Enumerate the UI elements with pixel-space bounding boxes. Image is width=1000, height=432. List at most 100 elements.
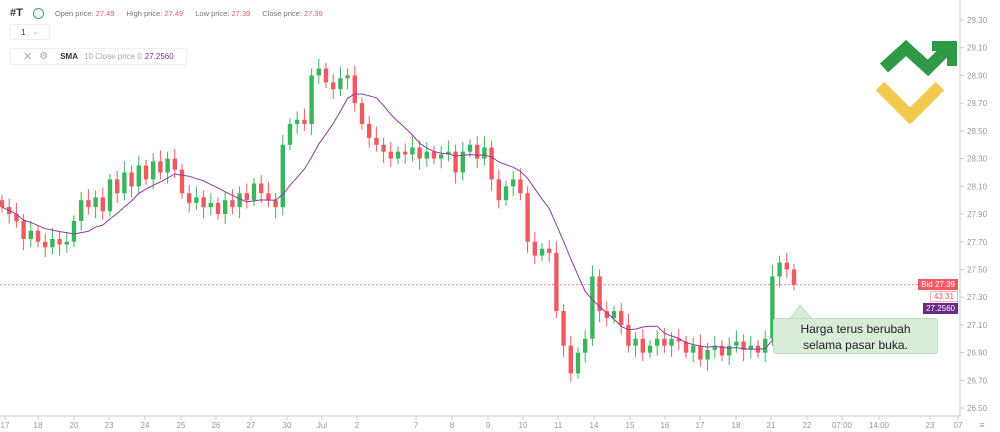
brand-logo — [875, 39, 957, 125]
candle-countdown-tag: 43:31 — [929, 291, 958, 302]
candle-body — [115, 179, 120, 194]
indicator-legend: ✕ ⚙ SMA 10 Close price 0 27.2560 — [10, 48, 187, 65]
candle-body — [734, 341, 739, 346]
y-tick-label: 28.10 — [967, 182, 988, 191]
candle-body — [331, 82, 336, 90]
candle-body — [633, 338, 638, 346]
candle-body — [698, 345, 703, 360]
candle-body — [352, 75, 357, 104]
y-tick-label: 27.30 — [967, 293, 988, 302]
scale-settings-icon[interactable]: ≡ — [979, 420, 984, 430]
candle-body — [323, 68, 329, 83]
candle-body — [676, 338, 681, 342]
candle-body — [503, 186, 509, 201]
candle-body — [784, 262, 789, 270]
candle-body — [583, 338, 588, 353]
y-tick-label: 27.50 — [967, 265, 988, 274]
indicator-name: SMA — [60, 52, 78, 61]
candle-body — [431, 151, 437, 159]
candle-body — [158, 161, 163, 173]
candle-body — [388, 151, 393, 159]
candle-body — [597, 276, 602, 312]
x-tick-label: 26 — [212, 421, 221, 430]
y-tick-label: 27.70 — [967, 238, 988, 247]
candle-body — [482, 147, 487, 159]
x-tick-label: 14:00 — [869, 421, 890, 430]
candle-body — [611, 311, 617, 318]
candle-body — [230, 200, 235, 208]
candle-body — [287, 123, 293, 145]
callout-line-2: selama pasar buka. — [803, 338, 908, 352]
high-value: 27.49 — [164, 8, 184, 18]
sma-value-tag: 27.2560 — [923, 303, 958, 314]
candle-body — [14, 214, 19, 221]
x-tick-label: 27 — [247, 421, 256, 430]
annotation-callout: Harga terus berubah selama pasar buka. — [773, 318, 938, 354]
x-tick-label: 23 — [926, 421, 935, 430]
candle-body — [712, 345, 717, 350]
candle-body — [100, 197, 105, 212]
candle-body — [316, 68, 321, 76]
candle-body — [172, 158, 177, 170]
y-tick-label: 28.50 — [967, 127, 988, 136]
candle-body — [539, 248, 545, 256]
timeframe-select[interactable]: 1 ⌄ — [10, 24, 50, 40]
high-label: High price: — [126, 8, 163, 18]
candle-body — [244, 193, 249, 201]
candle-body — [107, 179, 113, 212]
candle-body — [604, 311, 609, 318]
y-tick-label: 28.70 — [967, 99, 988, 108]
close-icon[interactable]: ✕ — [23, 51, 33, 63]
close-label: Close price: — [262, 8, 302, 18]
y-tick-label: 28.90 — [967, 71, 988, 80]
y-tick-label: 26.50 — [967, 404, 988, 413]
candle-body — [460, 151, 465, 173]
ohlc-header: #T Open price: 27.49 High price: 27.49 L… — [10, 7, 335, 19]
candle-body — [748, 345, 753, 350]
candle-body — [777, 262, 782, 277]
y-tick-label: 28.30 — [967, 155, 988, 164]
candle-body — [237, 193, 242, 208]
candle-body — [57, 238, 62, 245]
candle-body — [345, 75, 350, 79]
candle-body — [619, 311, 624, 325]
x-tick-label: 11 — [554, 421, 563, 430]
bid-price-tag: Bid 27.39 — [918, 279, 958, 290]
chevron-down-icon: ⌄ — [32, 29, 39, 36]
candle-body — [194, 197, 199, 203]
candle-body — [518, 179, 523, 194]
candle-body — [561, 311, 566, 346]
x-tick-label: 22 — [803, 421, 812, 430]
candle-body — [259, 183, 264, 194]
candle-body — [280, 144, 285, 208]
candle-body — [86, 200, 91, 208]
candle-body — [669, 338, 674, 346]
candle-body — [21, 220, 26, 239]
x-tick-label: 2 — [355, 421, 360, 430]
candle-body — [691, 345, 696, 353]
gear-icon[interactable]: ⚙ — [39, 51, 49, 62]
candle-body — [28, 230, 33, 239]
open-label: Open price: — [54, 8, 94, 18]
candle-body — [626, 324, 631, 346]
timeframe-value: 1 — [21, 27, 26, 37]
y-tick-label: 26.90 — [967, 349, 988, 358]
x-tick-label: 17 — [1, 421, 10, 430]
close-value: 27.39 — [304, 8, 323, 18]
clock-icon[interactable] — [32, 7, 44, 19]
x-tick-label: 21 — [767, 421, 776, 430]
callout-line-1: Harga terus berubah — [800, 322, 911, 336]
indicator-params: 10 Close price 0 — [83, 52, 142, 61]
candle-body — [179, 169, 185, 194]
x-tick-label: 23 — [105, 421, 114, 430]
x-tick-label: 16 — [661, 421, 670, 430]
x-tick-label: 9 — [486, 421, 491, 430]
low-value: 27.39 — [231, 8, 251, 18]
x-tick-label: 20 — [70, 421, 79, 430]
open-value: 27.49 — [95, 8, 115, 18]
y-tick-label: 27.10 — [967, 321, 988, 330]
y-tick-label: 27.90 — [967, 210, 988, 219]
candle-body — [367, 123, 372, 138]
candle-body — [0, 200, 5, 208]
